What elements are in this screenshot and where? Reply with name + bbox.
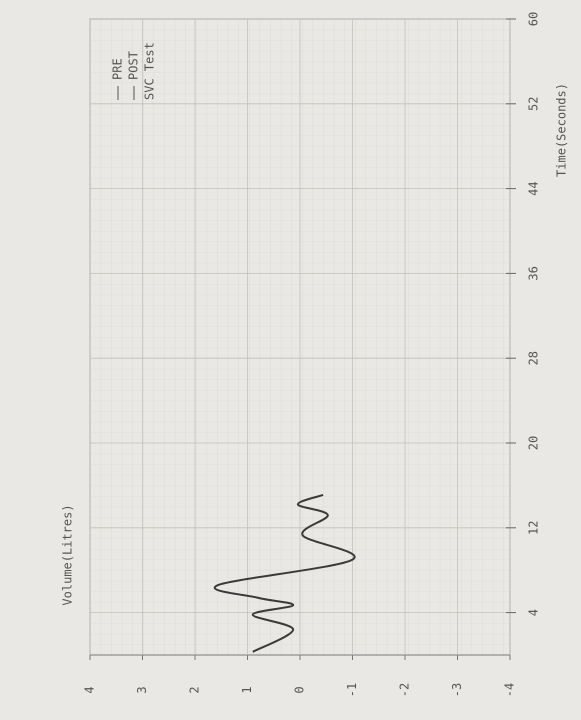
x-tick-label: 4	[527, 609, 541, 616]
legend-label: PRE	[111, 58, 125, 80]
x-tick-label: 60	[527, 12, 541, 26]
x-tick-label: 20	[527, 436, 541, 450]
legend: PRE POST SVC Test	[111, 42, 157, 100]
x-axis-label: Time(Seconds)	[555, 83, 569, 177]
y-tick-label: 0	[293, 686, 307, 693]
y-axis-label: Volume(Litres)	[61, 504, 75, 605]
y-tick-label: -1	[345, 683, 359, 697]
x-tick-label: 28	[527, 351, 541, 365]
data-line	[213, 493, 356, 653]
y-tick-label: 1	[240, 686, 254, 693]
x-tick-label: 12	[527, 521, 541, 535]
y-tick-label: -2	[398, 683, 412, 697]
legend-title: SVC Test	[143, 42, 157, 100]
x-tick-label: 44	[527, 181, 541, 195]
y-tick-label: -3	[450, 683, 464, 697]
x-tick-label: 36	[527, 266, 541, 280]
legend-label: POST	[127, 51, 141, 80]
y-tick-label: -4	[503, 683, 517, 697]
x-tick-label: 52	[527, 97, 541, 111]
y-tick-label: 3	[135, 686, 149, 693]
y-tick-label: 4	[83, 686, 97, 693]
y-tick-label: 2	[188, 686, 202, 693]
